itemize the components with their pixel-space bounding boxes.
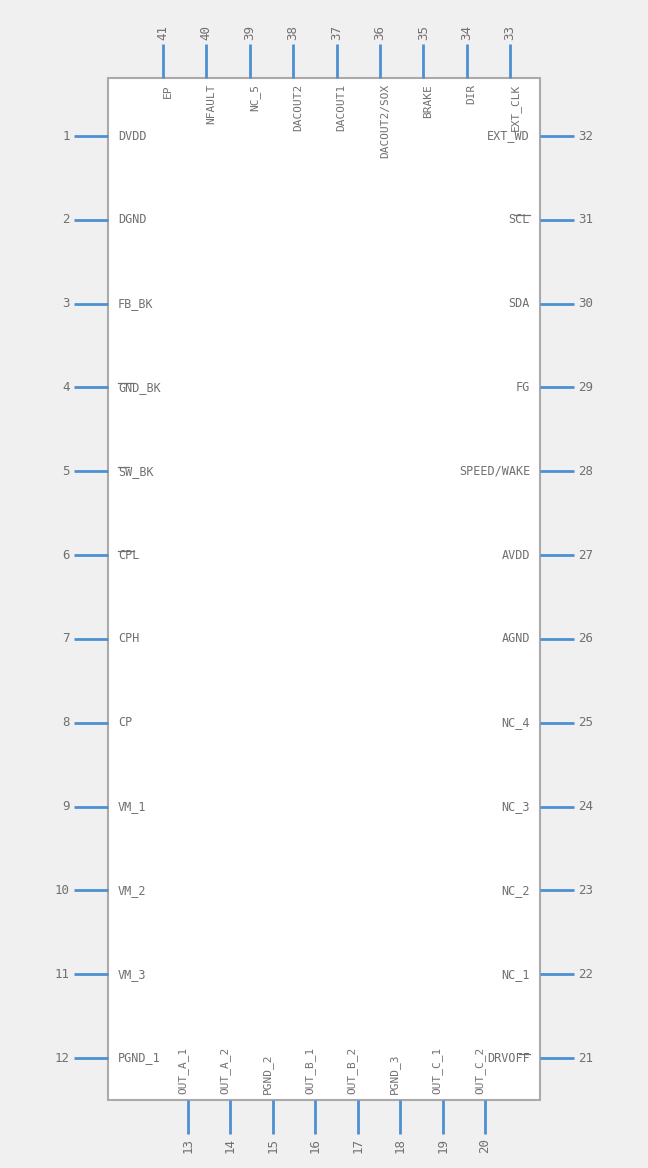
Text: EXT_CLK: EXT_CLK <box>510 84 521 131</box>
Text: 25: 25 <box>578 716 593 729</box>
Text: 5: 5 <box>62 465 70 478</box>
Text: 40: 40 <box>200 25 213 40</box>
Text: DACOUT2/SOX: DACOUT2/SOX <box>380 84 390 158</box>
Text: NC_4: NC_4 <box>502 716 530 729</box>
Text: 6: 6 <box>62 549 70 562</box>
Text: DRVOFF: DRVOFF <box>487 1051 530 1064</box>
Text: 12: 12 <box>55 1051 70 1064</box>
Text: 28: 28 <box>578 465 593 478</box>
Text: 8: 8 <box>62 716 70 729</box>
Text: 2: 2 <box>62 214 70 227</box>
Text: 7: 7 <box>62 632 70 646</box>
Text: NC_1: NC_1 <box>502 967 530 981</box>
Text: 17: 17 <box>351 1138 364 1153</box>
Text: 16: 16 <box>309 1138 322 1153</box>
Text: SPEED/WAKE: SPEED/WAKE <box>459 465 530 478</box>
Text: 21: 21 <box>578 1051 593 1064</box>
Text: OUT_A_2: OUT_A_2 <box>220 1047 231 1094</box>
Text: 35: 35 <box>417 25 430 40</box>
Text: 9: 9 <box>62 800 70 813</box>
Text: 11: 11 <box>55 967 70 981</box>
Text: 32: 32 <box>578 130 593 142</box>
Text: 3: 3 <box>62 297 70 311</box>
Text: VM_1: VM_1 <box>118 800 146 813</box>
Text: PGND_2: PGND_2 <box>262 1054 273 1094</box>
Text: VM_3: VM_3 <box>118 967 146 981</box>
Text: 19: 19 <box>436 1138 449 1153</box>
Text: DACOUT2: DACOUT2 <box>293 84 303 131</box>
Text: SDA: SDA <box>509 297 530 311</box>
Text: AVDD: AVDD <box>502 549 530 562</box>
Text: FG: FG <box>516 381 530 394</box>
Text: 18: 18 <box>393 1138 407 1153</box>
Text: SW_BK: SW_BK <box>118 465 154 478</box>
Text: PGND_3: PGND_3 <box>389 1054 400 1094</box>
Text: 41: 41 <box>157 25 170 40</box>
Text: 26: 26 <box>578 632 593 646</box>
Text: 37: 37 <box>330 25 343 40</box>
Text: 10: 10 <box>55 884 70 897</box>
Text: FB_BK: FB_BK <box>118 297 154 311</box>
Text: AGND: AGND <box>502 632 530 646</box>
Text: SCL: SCL <box>509 214 530 227</box>
Text: 39: 39 <box>243 25 256 40</box>
Text: EP: EP <box>163 84 173 97</box>
Text: 14: 14 <box>224 1138 237 1153</box>
Text: DVDD: DVDD <box>118 130 146 142</box>
Text: 24: 24 <box>578 800 593 813</box>
Text: 30: 30 <box>578 297 593 311</box>
Text: CPL: CPL <box>118 549 139 562</box>
Text: CP: CP <box>118 716 132 729</box>
Text: BRAKE: BRAKE <box>423 84 434 118</box>
Text: EXT_WD: EXT_WD <box>487 130 530 142</box>
Text: DIR: DIR <box>467 84 477 104</box>
Text: 15: 15 <box>266 1138 279 1153</box>
Text: CPH: CPH <box>118 632 139 646</box>
Text: OUT_C_1: OUT_C_1 <box>432 1047 443 1094</box>
Text: NC_5: NC_5 <box>249 84 260 111</box>
Text: OUT_B_1: OUT_B_1 <box>305 1047 316 1094</box>
Text: OUT_B_2: OUT_B_2 <box>347 1047 358 1094</box>
Text: 34: 34 <box>460 25 473 40</box>
Text: OUT_A_1: OUT_A_1 <box>177 1047 188 1094</box>
Text: 33: 33 <box>503 25 516 40</box>
Text: 13: 13 <box>181 1138 194 1153</box>
Text: PGND_1: PGND_1 <box>118 1051 161 1064</box>
Text: NC_3: NC_3 <box>502 800 530 813</box>
Text: 4: 4 <box>62 381 70 394</box>
Text: 27: 27 <box>578 549 593 562</box>
Text: 38: 38 <box>286 25 299 40</box>
Text: 23: 23 <box>578 884 593 897</box>
Text: 22: 22 <box>578 967 593 981</box>
Text: NFAULT: NFAULT <box>206 84 216 125</box>
Text: 36: 36 <box>373 25 386 40</box>
Text: 20: 20 <box>478 1138 491 1153</box>
Text: 31: 31 <box>578 214 593 227</box>
Text: 1: 1 <box>62 130 70 142</box>
Text: DACOUT1: DACOUT1 <box>336 84 347 131</box>
Text: VM_2: VM_2 <box>118 884 146 897</box>
Text: GND_BK: GND_BK <box>118 381 161 394</box>
Text: DGND: DGND <box>118 214 146 227</box>
Text: 29: 29 <box>578 381 593 394</box>
Text: NC_2: NC_2 <box>502 884 530 897</box>
Bar <box>108 78 540 1100</box>
Text: OUT_C_2: OUT_C_2 <box>474 1047 485 1094</box>
